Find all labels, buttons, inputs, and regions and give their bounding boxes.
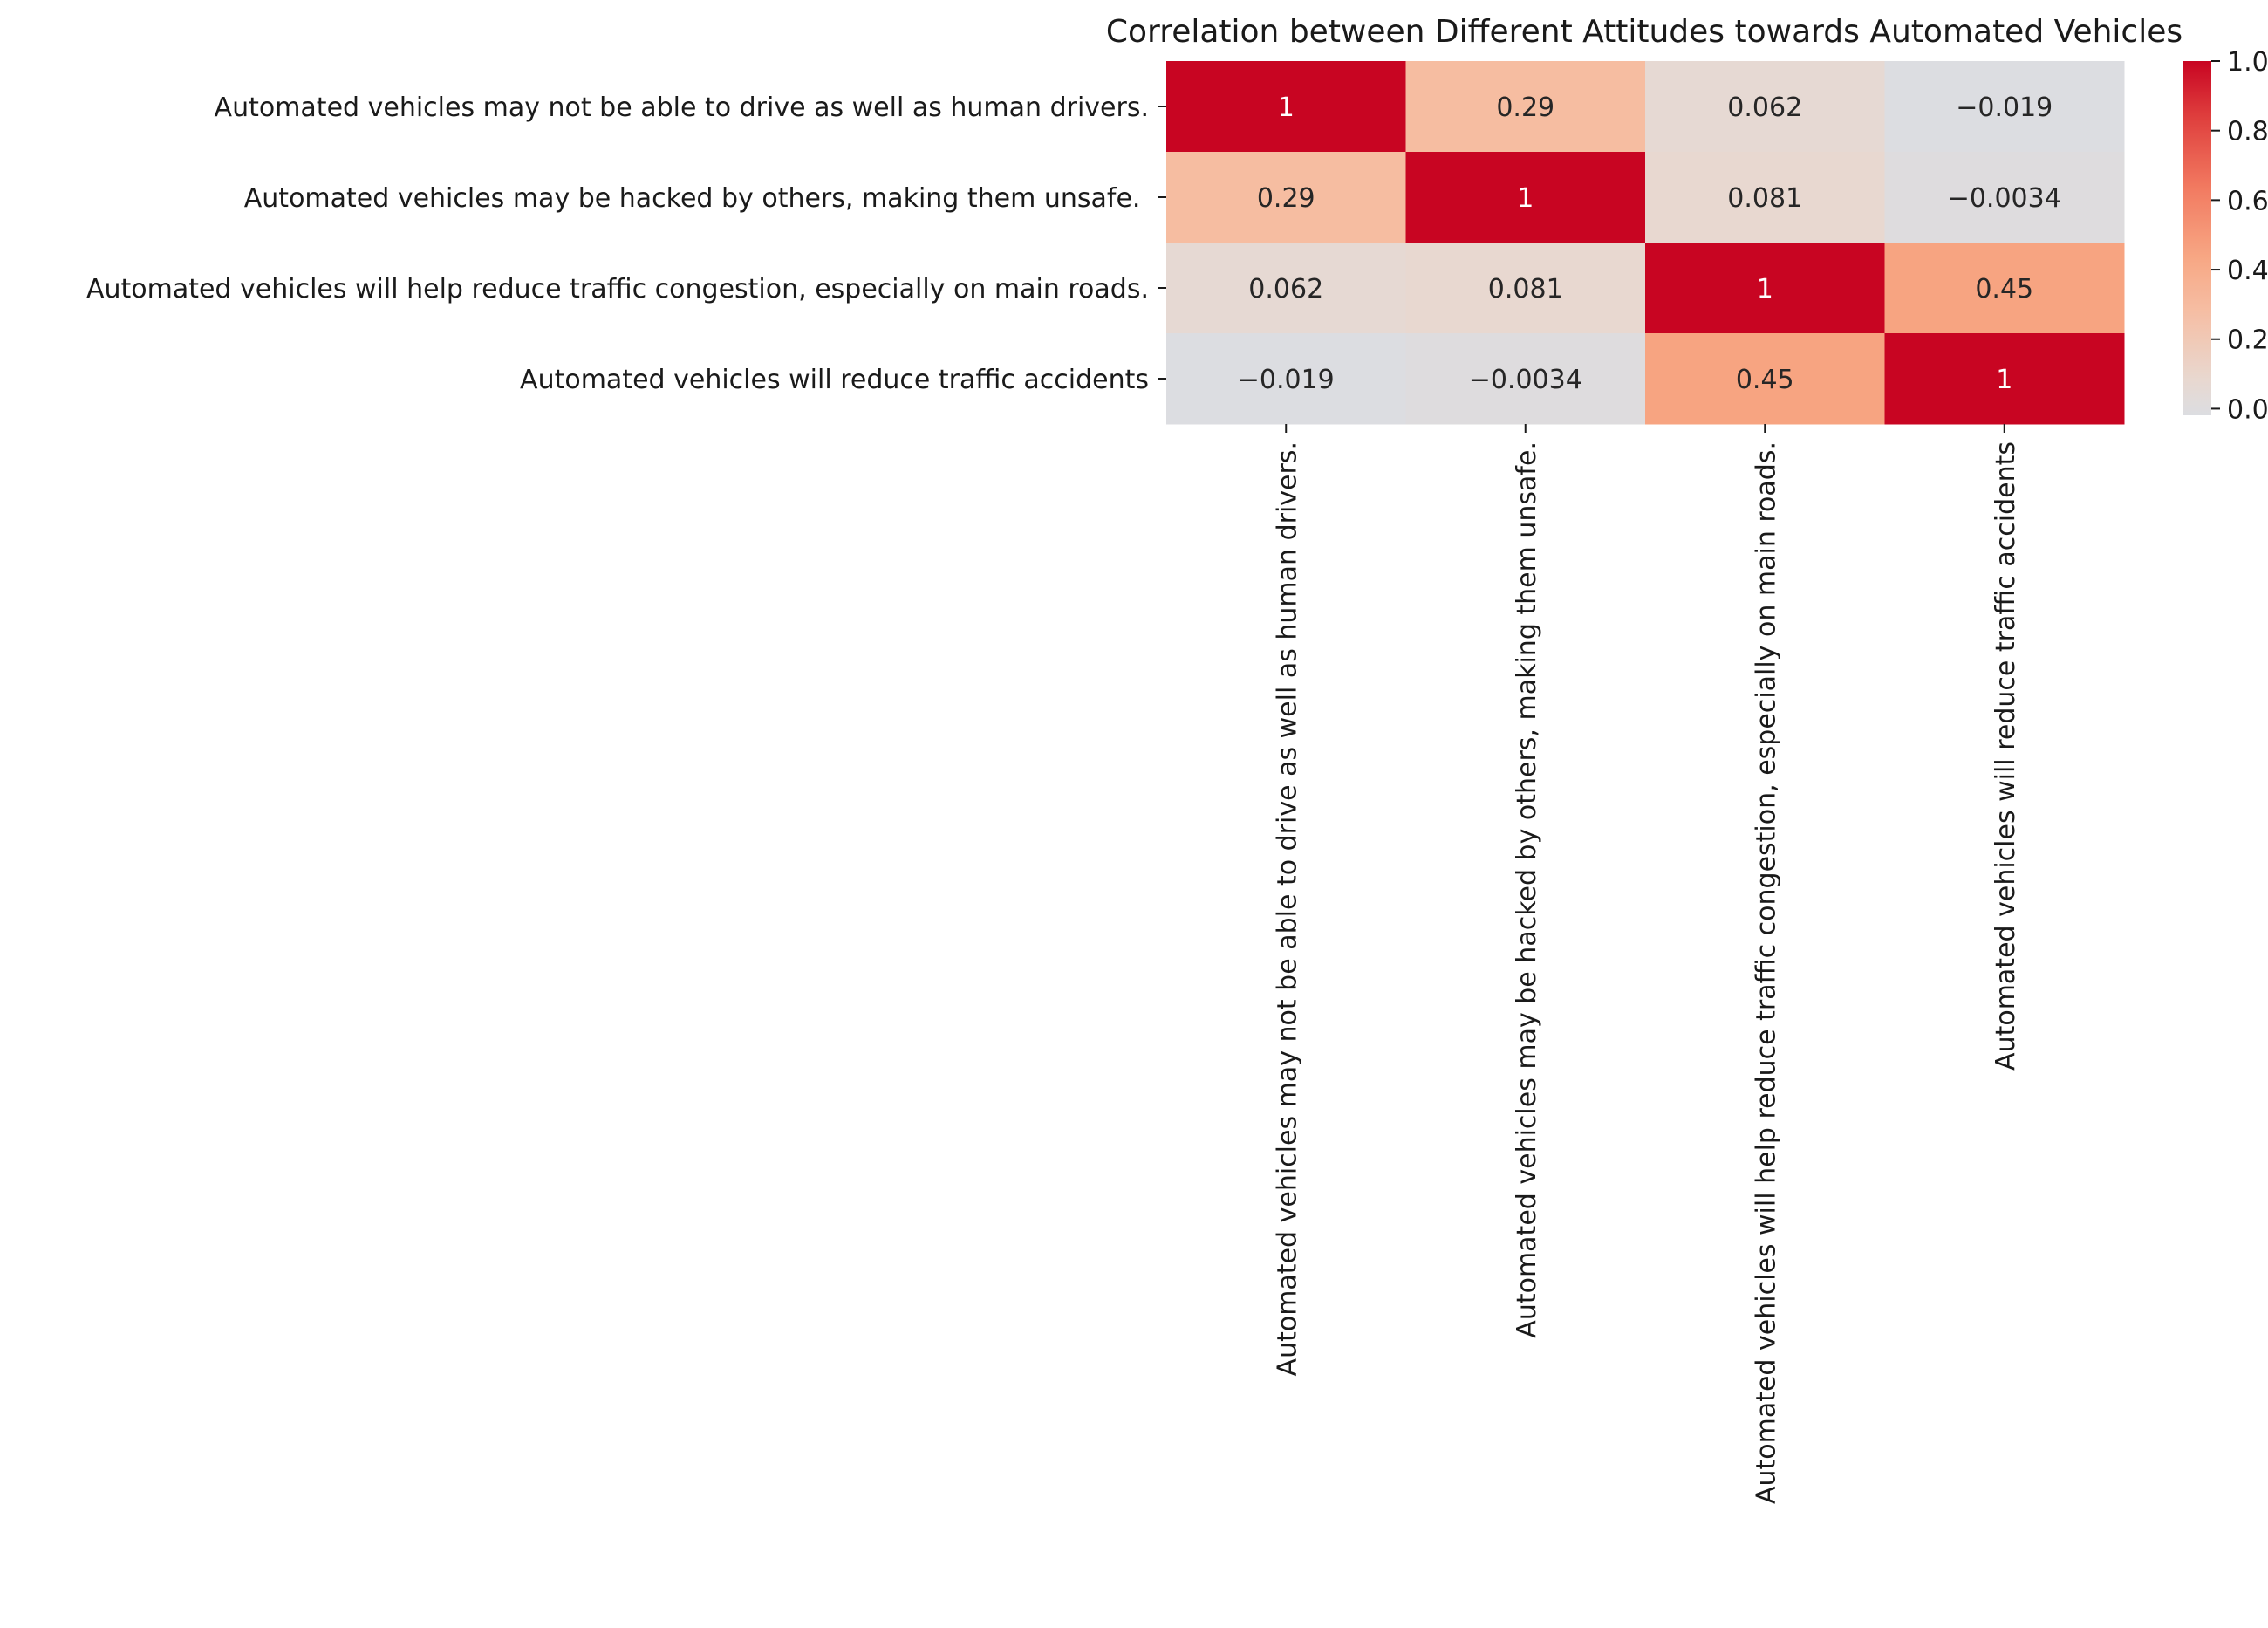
colorbar-tick-label-1: 0.2	[2227, 325, 2268, 356]
heatmap-cell-r3-c0	[1166, 333, 1406, 425]
column-labels: Automated vehicles may not be able to dr…	[1272, 424, 2021, 1504]
heatmap-cell-r1-c2	[1645, 152, 1885, 243]
heatmap-cell-r2-c3	[1884, 243, 2125, 334]
heatmap-cell-r1-c3	[1884, 152, 2125, 243]
heatmap-cell-label-r2-c2: 1	[1757, 274, 1773, 304]
row-label-1: Automated vehicles may be hacked by othe…	[244, 183, 1149, 214]
heatmap-cell-r1-c1	[1405, 152, 1646, 243]
heatmap-cell-label-r3-c1: −0.0034	[1469, 365, 1582, 395]
heatmap-cell-r2-c0	[1166, 243, 1406, 334]
heatmap-cell-label-r0-c3: −0.019	[1956, 92, 2053, 123]
chart-title: Correlation between Different Attitudes …	[1106, 14, 2183, 50]
heatmap-cell-label-r1-c0: 0.29	[1257, 183, 1315, 214]
colorbar-gradient	[2183, 61, 2211, 415]
colorbar: 0.0 0.2 0.4 0.6 0.8 1.0	[2183, 47, 2268, 425]
heatmap-cell-label-r3-c3: 1	[1996, 365, 2012, 395]
heatmap-annotations: 1 0.29 0.062 −0.019 0.29 1 0.081 −0.0034 0.062 0.…	[1238, 92, 2061, 395]
heatmap-cell-label-r2-c1: 0.081	[1488, 274, 1563, 304]
col-label-2: Automated vehicles will help reduce traf…	[1751, 441, 1781, 1504]
heatmap-cell-r0-c0	[1166, 61, 1406, 153]
colorbar-tick-label-2: 0.4	[2227, 256, 2268, 286]
colorbar-tick-label-0: 0.0	[2227, 394, 2268, 425]
heatmap-cell-label-r0-c0: 1	[1278, 92, 1295, 123]
heatmap-cell-r0-c3	[1884, 61, 2125, 153]
heatmap-cell-label-r3-c0: −0.019	[1238, 365, 1335, 395]
heatmap-cell-label-r2-c3: 0.45	[1975, 274, 2033, 304]
col-label-0: Automated vehicles may not be able to dr…	[1272, 441, 1302, 1376]
heatmap-cell-r2-c1	[1405, 243, 1646, 334]
heatmap-cell-label-r1-c1: 1	[1517, 183, 1534, 214]
col-label-1: Automated vehicles may be hacked by othe…	[1512, 441, 1542, 1338]
heatmap-cell-label-r1-c3: −0.0034	[1948, 183, 2061, 214]
heatmap-cell-r2-c2	[1645, 243, 1885, 334]
row-label-3: Automated vehicles will reduce traffic a…	[520, 365, 1149, 395]
heatmap-cell-r3-c2	[1645, 333, 1885, 425]
heatmap-cells	[1166, 61, 2125, 425]
heatmap-cell-label-r0-c2: 0.062	[1727, 92, 1802, 123]
heatmap-cell-r3-c1	[1405, 333, 1646, 425]
row-label-0: Automated vehicles may not be able to dr…	[215, 92, 1149, 123]
heatmap-cell-r0-c2	[1645, 61, 1885, 153]
col-label-3: Automated vehicles will reduce traffic a…	[1991, 441, 2021, 1071]
row-label-2: Automated vehicles will help reduce traf…	[86, 274, 1149, 304]
row-labels: Automated vehicles may not be able to dr…	[86, 92, 1166, 395]
heatmap-cell-r0-c1	[1405, 61, 1646, 153]
heatmap-cell-r3-c3	[1884, 333, 2125, 425]
heatmap-cell-label-r2-c0: 0.062	[1248, 274, 1323, 304]
heatmap-cell-label-r3-c2: 0.45	[1736, 365, 1794, 395]
colorbar-tick-label-3: 0.6	[2227, 186, 2268, 216]
colorbar-tick-label-5: 1.0	[2227, 47, 2268, 78]
colorbar-tick-label-4: 0.8	[2227, 117, 2268, 147]
heatmap-cell-r1-c0	[1166, 152, 1406, 243]
heatmap-cell-label-r0-c1: 0.29	[1496, 92, 1554, 123]
heatmap-cell-label-r1-c2: 0.081	[1727, 183, 1802, 214]
